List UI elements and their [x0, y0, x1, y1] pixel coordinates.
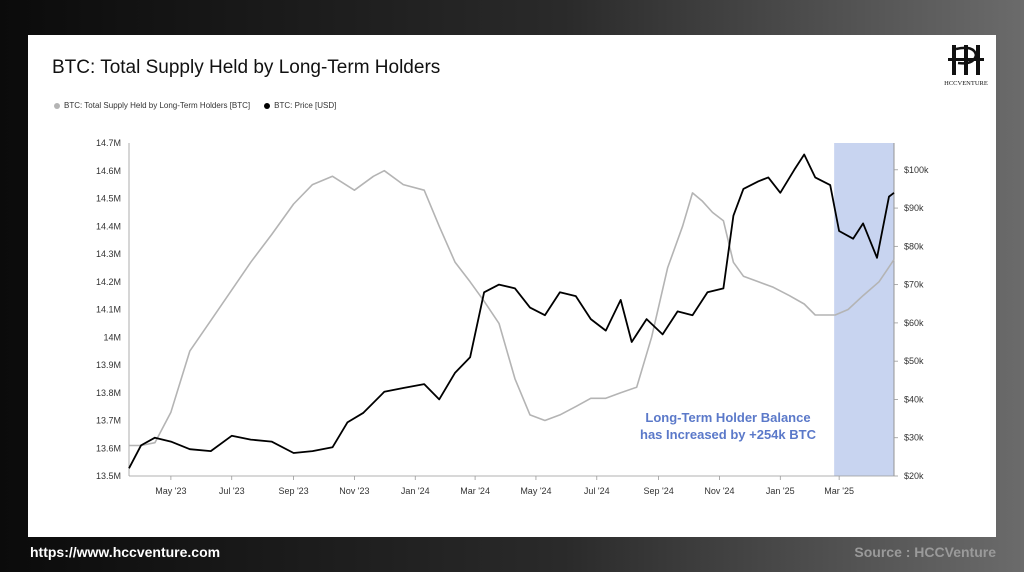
chart-legend: BTC: Total Supply Held by Long-Term Hold…: [54, 101, 336, 110]
y-left-tick-label: 13.9M: [96, 360, 121, 370]
x-tick-label: Sep '23: [278, 486, 308, 496]
y-right-tick-label: $100k: [904, 165, 929, 175]
y-left-tick-label: 14.4M: [96, 221, 121, 231]
y-left-tick-label: 14.6M: [96, 166, 121, 176]
x-tick-label: May '23: [155, 486, 186, 496]
legend-label-price: BTC: Price [USD]: [274, 101, 337, 110]
y-left-tick-label: 14.3M: [96, 249, 121, 259]
x-tick-label: Mar '24: [460, 486, 490, 496]
highlight-band: [834, 143, 894, 476]
y-left-tick-label: 14.1M: [96, 305, 121, 315]
x-tick-label: Jan '25: [766, 486, 795, 496]
chart-title: BTC: Total Supply Held by Long-Term Hold…: [52, 57, 441, 78]
footer-url-link[interactable]: https://www.hccventure.com: [30, 544, 221, 560]
y-left-tick-label: 13.7M: [96, 416, 121, 426]
series-line-btc-price: [128, 153, 895, 469]
x-tick-label: Jul '23: [219, 486, 245, 496]
legend-dot-supply: [54, 102, 60, 109]
chart-annotation-line: Long-Term Holder Balance: [645, 410, 810, 425]
y-left-tick-label: 14.2M: [96, 277, 121, 287]
x-tick-label: Mar '25: [824, 486, 854, 496]
hcc-monogram-logo: HCCVENTURE: [940, 41, 992, 89]
y-left-tick-label: 13.6M: [96, 443, 121, 453]
legend-dot-price: [264, 102, 271, 109]
x-tick-label: May '24: [520, 486, 551, 496]
y-right-tick-label: $40k: [904, 394, 924, 404]
y-left-tick-label: 14.5M: [96, 194, 121, 204]
y-right-tick-label: $60k: [904, 318, 924, 328]
x-tick-label: Nov '23: [339, 486, 369, 496]
y-left-tick-label: 14.7M: [96, 138, 121, 148]
legend-item-supply[interactable]: BTC: Total Supply Held by Long-Term Hold…: [54, 101, 250, 110]
x-tick-label: Jul '24: [584, 486, 610, 496]
x-tick-label: Sep '24: [643, 486, 673, 496]
chart-annotation-line: has Increased by +254k BTC: [640, 427, 817, 442]
legend-label-supply: BTC: Total Supply Held by Long-Term Hold…: [64, 101, 251, 110]
y-right-tick-label: $70k: [904, 280, 924, 290]
y-right-tick-label: $90k: [904, 203, 924, 213]
y-right-tick-label: $30k: [904, 433, 924, 443]
y-right-tick-label: $80k: [904, 241, 924, 251]
footer-source: Source : HCCVenture: [854, 544, 996, 560]
x-tick-label: Nov '24: [704, 486, 734, 496]
y-right-tick-label: $20k: [904, 471, 924, 481]
y-left-tick-label: 13.8M: [96, 388, 121, 398]
y-right-tick-label: $50k: [904, 356, 924, 366]
y-left-tick-label: 14M: [103, 332, 121, 342]
y-left-tick-label: 13.5M: [96, 471, 121, 481]
logo-wordmark: HCCVENTURE: [944, 80, 988, 87]
x-tick-label: Jan '24: [401, 486, 430, 496]
series-line-lth-supply: [129, 169, 895, 447]
legend-item-price[interactable]: BTC: Price [USD]: [264, 101, 336, 110]
